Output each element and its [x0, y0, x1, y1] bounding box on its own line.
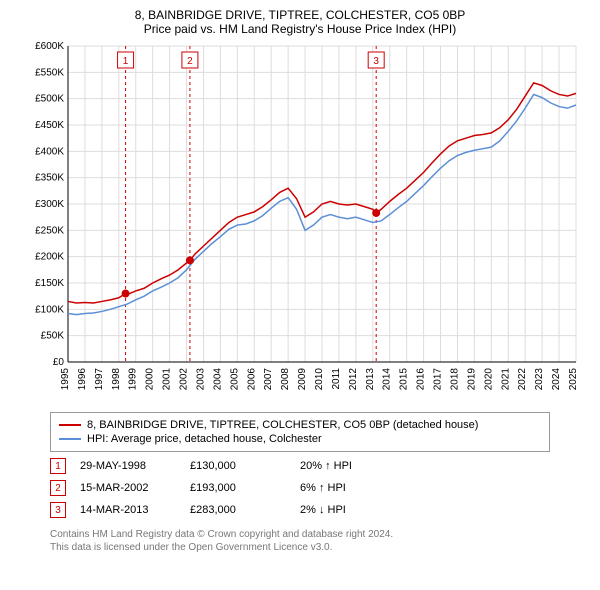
- svg-text:2023: 2023: [534, 368, 545, 391]
- svg-text:2025: 2025: [568, 368, 579, 391]
- marker-hpi: 6% ↑ HPI: [300, 482, 410, 494]
- legend-swatch-property: [59, 424, 81, 426]
- marker-row: 3 14-MAR-2013£283,0002% ↓ HPI: [50, 502, 578, 518]
- svg-text:1996: 1996: [77, 368, 88, 391]
- svg-text:1995: 1995: [60, 368, 71, 391]
- svg-text:2018: 2018: [449, 368, 460, 391]
- chart-svg: £0 £50K £100K £150K £200K £250K £300K £350K £400…: [22, 42, 582, 402]
- marker-hpi: 2% ↓ HPI: [300, 504, 410, 516]
- svg-text:£100K: £100K: [35, 304, 64, 315]
- svg-text:2013: 2013: [365, 368, 376, 391]
- svg-text:2010: 2010: [314, 368, 325, 391]
- svg-text:2012: 2012: [348, 368, 359, 391]
- footer-line2: This data is licensed under the Open Gov…: [50, 541, 578, 554]
- svg-text:2000: 2000: [145, 368, 156, 391]
- svg-text:1999: 1999: [128, 368, 139, 391]
- svg-text:£150K: £150K: [35, 278, 64, 289]
- marker-badge: 3: [50, 502, 66, 518]
- svg-text:2021: 2021: [500, 368, 511, 391]
- legend-swatch-hpi: [59, 438, 81, 440]
- legend-label-property: 8, BAINBRIDGE DRIVE, TIPTREE, COLCHESTER…: [87, 419, 478, 431]
- svg-text:2022: 2022: [517, 368, 528, 391]
- marker-badge: 1: [50, 458, 66, 474]
- svg-text:3: 3: [373, 56, 379, 67]
- footer: Contains HM Land Registry data © Crown c…: [50, 528, 578, 554]
- svg-text:1998: 1998: [111, 368, 122, 391]
- marker-table: 1 29-MAY-1998£130,00020% ↑ HPI 2 15-MAR-200…: [50, 458, 578, 518]
- svg-text:2: 2: [187, 56, 193, 67]
- svg-text:2015: 2015: [399, 368, 410, 391]
- legend-row-hpi: HPI: Average price, detached house, Colc…: [59, 433, 541, 445]
- svg-text:1: 1: [123, 56, 129, 67]
- svg-text:£300K: £300K: [35, 199, 64, 210]
- svg-text:£50K: £50K: [41, 331, 65, 342]
- marker-price: £193,000: [190, 482, 300, 494]
- legend-label-hpi: HPI: Average price, detached house, Colc…: [87, 433, 322, 445]
- svg-text:£0: £0: [53, 357, 65, 368]
- marker-date: 29-MAY-1998: [80, 460, 190, 472]
- marker-date: 15-MAR-2002: [80, 482, 190, 494]
- title-subtitle: Price paid vs. HM Land Registry's House …: [10, 22, 590, 36]
- marker-badge: 2: [50, 480, 66, 496]
- svg-text:2011: 2011: [331, 368, 342, 390]
- svg-text:2008: 2008: [280, 368, 291, 391]
- svg-text:2001: 2001: [162, 368, 173, 391]
- svg-text:£250K: £250K: [35, 225, 64, 236]
- title-block: 8, BAINBRIDGE DRIVE, TIPTREE, COLCHESTER…: [10, 8, 590, 36]
- svg-text:2005: 2005: [229, 368, 240, 391]
- svg-text:2019: 2019: [466, 368, 477, 391]
- svg-text:2006: 2006: [246, 368, 257, 391]
- chart-area: £0 £50K £100K £150K £200K £250K £300K £350K £400…: [22, 42, 582, 402]
- svg-text:£450K: £450K: [35, 120, 64, 131]
- title-address: 8, BAINBRIDGE DRIVE, TIPTREE, COLCHESTER…: [10, 8, 590, 22]
- svg-text:£400K: £400K: [35, 146, 64, 157]
- marker-hpi: 20% ↑ HPI: [300, 460, 410, 472]
- svg-text:2009: 2009: [297, 368, 308, 391]
- legend-row-property: 8, BAINBRIDGE DRIVE, TIPTREE, COLCHESTER…: [59, 419, 541, 431]
- legend-box: 8, BAINBRIDGE DRIVE, TIPTREE, COLCHESTER…: [50, 412, 550, 452]
- marker-row: 2 15-MAR-2002£193,0006% ↑ HPI: [50, 480, 578, 496]
- svg-text:2016: 2016: [416, 368, 427, 391]
- marker-row: 1 29-MAY-1998£130,00020% ↑ HPI: [50, 458, 578, 474]
- svg-text:£350K: £350K: [35, 173, 64, 184]
- svg-text:2020: 2020: [483, 368, 494, 391]
- chart-container: 8, BAINBRIDGE DRIVE, TIPTREE, COLCHESTER…: [0, 0, 600, 590]
- svg-text:£550K: £550K: [35, 67, 64, 78]
- svg-text:£500K: £500K: [35, 94, 64, 105]
- svg-text:1997: 1997: [94, 368, 105, 391]
- marker-price: £130,000: [190, 460, 300, 472]
- svg-text:2002: 2002: [179, 368, 190, 391]
- svg-text:2017: 2017: [433, 368, 444, 391]
- svg-text:£600K: £600K: [35, 42, 64, 52]
- svg-text:£200K: £200K: [35, 252, 64, 263]
- svg-text:2007: 2007: [263, 368, 274, 391]
- svg-text:2024: 2024: [551, 368, 562, 391]
- marker-date: 14-MAR-2013: [80, 504, 190, 516]
- svg-text:2003: 2003: [195, 368, 206, 391]
- marker-price: £283,000: [190, 504, 300, 516]
- svg-text:2004: 2004: [212, 368, 223, 391]
- svg-text:2014: 2014: [382, 368, 393, 391]
- footer-line1: Contains HM Land Registry data © Crown c…: [50, 528, 578, 541]
